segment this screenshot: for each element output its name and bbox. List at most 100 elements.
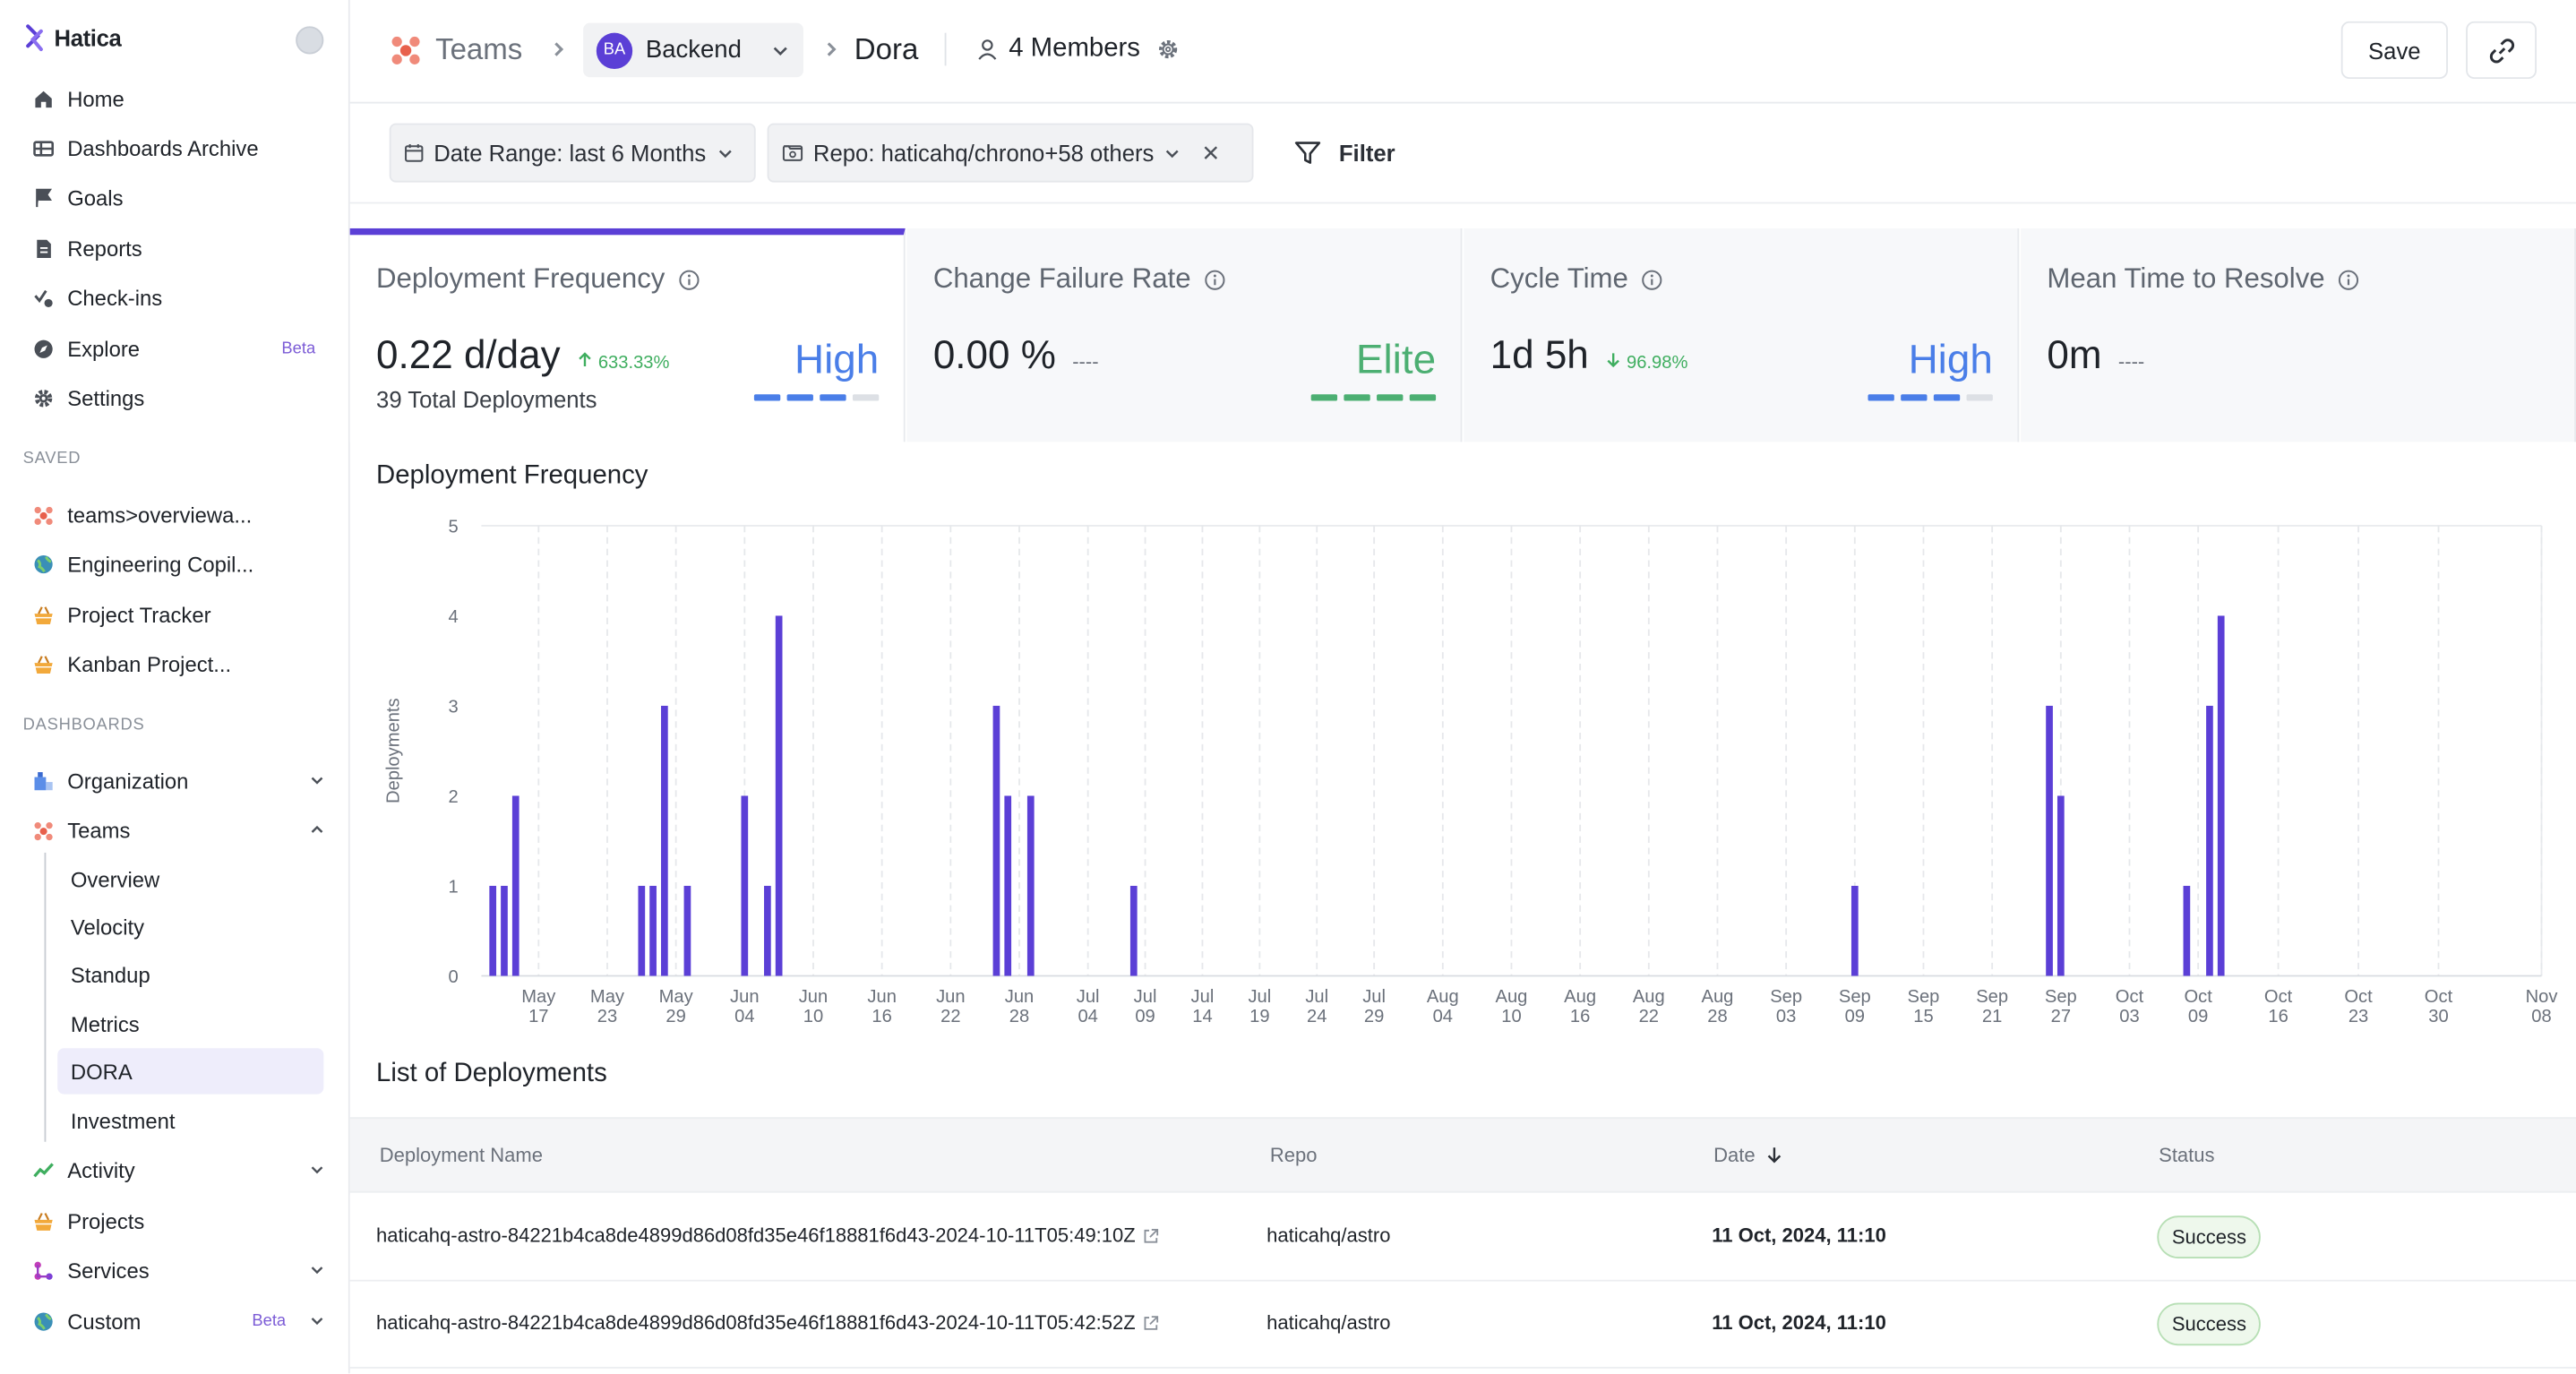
y-tick-label: 0	[449, 967, 459, 987]
arrow-down-icon	[1605, 352, 1621, 374]
hatica-logo-icon	[26, 24, 43, 52]
dashboards-section-label: DASHBOARDS	[22, 716, 145, 734]
metric-card-change-failure-rate[interactable]: Change Failure Rate 0.00 % ---- Elite	[906, 228, 1463, 442]
sidebar-item-label: Settings	[67, 385, 145, 410]
deployment-name-cell: haticahq-astro-84221b4ca8de4899d86d08fd3…	[376, 1310, 1160, 1335]
column-status[interactable]: Status	[2159, 1143, 2215, 1167]
deployments-list-title: List of Deployments	[376, 1060, 607, 1088]
sidebar-item-teams[interactable]: Teams	[33, 810, 325, 849]
column-date[interactable]: Date	[1713, 1144, 1785, 1166]
date-range-filter[interactable]: Date Range: last 6 Months	[389, 123, 756, 183]
sidebar-subitem-overview[interactable]: Overview	[70, 866, 160, 892]
repo-filter[interactable]: Repo: haticahq/chrono+58 others	[767, 123, 1254, 183]
column-repo[interactable]: Repo	[1269, 1143, 1318, 1167]
team-avatar: BA	[596, 31, 633, 69]
info-icon[interactable]	[2338, 269, 2359, 290]
sidebar-item-custom[interactable]: Custom Beta	[33, 1301, 325, 1341]
column-deployment-name[interactable]: Deployment Name	[379, 1143, 543, 1167]
x-tick-month: Aug	[1633, 987, 1665, 1007]
team-dots-icon	[391, 36, 420, 64]
chart-bar	[1850, 886, 1859, 976]
x-tick-day: 22	[1639, 1007, 1659, 1026]
x-tick-month: Oct	[2116, 987, 2144, 1007]
x-tick-day: 04	[1078, 1007, 1097, 1026]
sidebar-subitem-investment[interactable]: Investment	[70, 1108, 176, 1133]
sidebar-saved-kanban-project[interactable]: Kanban Project...	[33, 644, 325, 683]
chevron-down-icon	[718, 149, 732, 158]
chevron-down-icon[interactable]	[309, 1313, 325, 1329]
chevron-down-icon[interactable]	[309, 772, 325, 788]
x-tick-month: Nov	[2526, 987, 2559, 1007]
sidebar-item-reports[interactable]: Reports	[33, 228, 325, 268]
sidebar-item-settings[interactable]: Settings	[33, 378, 325, 417]
x-tick-month: Jun	[730, 987, 760, 1007]
sidebar-subitem-dora[interactable]: DORA	[57, 1048, 324, 1095]
x-tick-month: Jun	[867, 987, 897, 1007]
chevron-up-icon[interactable]	[309, 821, 325, 837]
filter-button[interactable]: Filter	[1293, 124, 1395, 183]
x-tick-day: 23	[2348, 1007, 2368, 1026]
chevron-down-icon	[1166, 149, 1180, 158]
sidebar-subitem-standup[interactable]: Standup	[70, 961, 150, 987]
sidebar-item-explore[interactable]: Explore Beta	[33, 329, 325, 368]
external-link-icon[interactable]	[1142, 1226, 1160, 1244]
metric-card-deployment-frequency[interactable]: Deployment Frequency 0.22 d/day 633.33% …	[349, 228, 906, 442]
globe-icon	[33, 553, 55, 574]
sidebar-saved-teams-overview[interactable]: teams>overviewa...	[33, 494, 325, 534]
brand-logo[interactable]: Hatica	[23, 23, 122, 53]
metric-title: Mean Time to Resolve	[2047, 262, 2359, 296]
globe-icon	[33, 1310, 55, 1332]
x-tick-day: 29	[1364, 1007, 1384, 1026]
deployment-name[interactable]: haticahq-astro-84221b4ca8de4899d86d08fd3…	[376, 1224, 1136, 1248]
sidebar-item-projects[interactable]: Projects	[33, 1201, 325, 1241]
info-icon[interactable]	[1642, 269, 1663, 290]
sidebar-item-home[interactable]: Home	[33, 79, 325, 118]
x-tick-day: 04	[734, 1007, 754, 1026]
x-tick-month: Jul	[1134, 987, 1157, 1007]
sort-down-arrow-icon[interactable]	[1765, 1145, 1785, 1164]
table-row[interactable]: haticahq-astro-84221b4ca8de4899d86d08fd3…	[349, 1194, 2576, 1282]
sidebar-subitem-velocity[interactable]: Velocity	[70, 914, 145, 940]
chart-bar	[775, 615, 783, 976]
brand-name: Hatica	[54, 24, 122, 51]
chevron-down-icon[interactable]	[309, 1162, 325, 1178]
sidebar-item-services[interactable]: Services	[33, 1250, 325, 1290]
metric-change: ----	[2117, 349, 2145, 374]
sidebar-item-label: Organization	[67, 768, 189, 794]
metric-card-cycle-time[interactable]: Cycle Time 1d 5h 96.98% High	[1464, 228, 2020, 442]
settings-gear-icon[interactable]	[1156, 38, 1180, 61]
level-bar-segment	[1933, 394, 1961, 401]
info-icon[interactable]	[678, 269, 700, 290]
sidebar-item-check-ins[interactable]: Check-ins	[33, 278, 325, 317]
y-tick-label: 4	[449, 607, 459, 627]
sidebar-saved-engineering-copilot[interactable]: Engineering Copil...	[33, 544, 325, 583]
sidebar-item-dashboards-archive[interactable]: Dashboards Archive	[33, 128, 325, 167]
close-icon[interactable]	[1202, 143, 1222, 163]
members-count: 4 Members	[1009, 34, 1140, 63]
sidebar-item-goals[interactable]: Goals	[33, 177, 325, 217]
sidebar-saved-project-tracker[interactable]: Project Tracker	[33, 595, 325, 634]
deployment-name[interactable]: haticahq-astro-84221b4ca8de4899d86d08fd3…	[376, 1310, 1136, 1335]
share-link-button[interactable]	[2466, 21, 2537, 80]
sidebar-item-organization[interactable]: Organization	[33, 760, 325, 800]
sidebar-item-activity[interactable]: Activity	[33, 1150, 325, 1189]
filter-icon	[1294, 142, 1321, 164]
sidebar-item-label: Check-ins	[67, 285, 163, 310]
metric-change: ----	[1072, 349, 1099, 374]
metric-value-row: 0.22 d/day 633.33%	[376, 333, 669, 379]
metric-card-mean-time-to-resolve[interactable]: Mean Time to Resolve 0m ----	[2021, 228, 2576, 442]
chevron-down-icon[interactable]	[309, 1262, 325, 1278]
info-icon[interactable]	[1204, 269, 1225, 290]
members-button[interactable]: 4 Members	[976, 0, 1180, 99]
x-tick-day: 16	[872, 1007, 891, 1026]
breadcrumb-teams[interactable]: Teams	[390, 0, 522, 99]
chart-bar	[2057, 795, 2065, 976]
sidebar-subitem-metrics[interactable]: Metrics	[70, 1010, 140, 1036]
save-button[interactable]: Save	[2340, 21, 2448, 80]
status-badge: Success	[2157, 1302, 2262, 1346]
team-selector[interactable]: BA Backend	[583, 22, 803, 78]
sidebar-item-label: Teams	[67, 817, 131, 843]
user-avatar[interactable]	[296, 26, 324, 55]
table-row[interactable]: haticahq-astro-84221b4ca8de4899d86d08fd3…	[349, 1281, 2576, 1369]
external-link-icon[interactable]	[1142, 1313, 1160, 1331]
